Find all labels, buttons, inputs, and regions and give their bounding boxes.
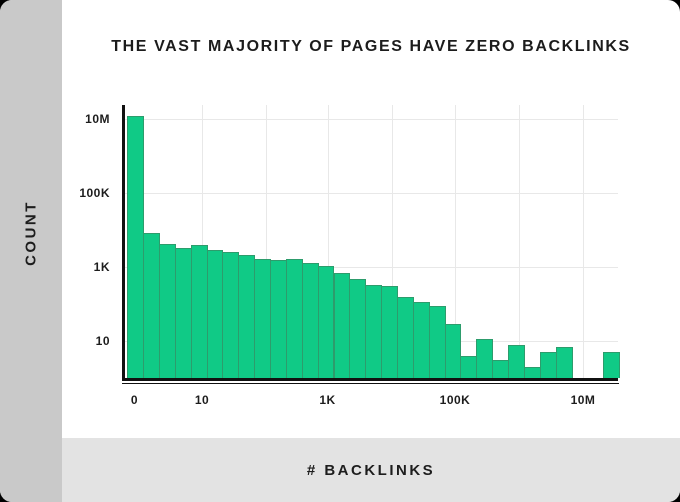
horizontal-gridline <box>122 267 618 268</box>
bar <box>444 323 462 378</box>
bar <box>555 346 573 378</box>
bar <box>381 286 398 378</box>
bar <box>603 352 621 378</box>
bar <box>539 352 557 378</box>
bar <box>333 272 351 378</box>
x-tick-label: 10M <box>570 393 596 407</box>
bar <box>396 296 414 378</box>
vertical-gridline <box>391 105 393 378</box>
bar <box>317 266 335 378</box>
x-tick-label: 10 <box>194 393 210 407</box>
bar <box>476 339 494 378</box>
vertical-gridline <box>583 105 584 378</box>
y-axis-title-band: COUNT <box>0 0 62 502</box>
x-axis-title: # BACKLINKS <box>306 461 436 479</box>
x-tick-label: 1K <box>319 393 336 407</box>
y-tick-label: 100K <box>79 186 110 200</box>
bar <box>174 247 192 378</box>
bar <box>412 301 430 378</box>
bar <box>492 360 510 378</box>
bar <box>238 255 256 378</box>
horizontal-gridline <box>122 193 618 194</box>
bar <box>143 232 160 378</box>
vertical-gridline <box>202 105 203 378</box>
bar <box>206 249 224 378</box>
bar <box>285 258 303 378</box>
bar <box>365 285 383 378</box>
bar <box>428 306 446 378</box>
x-axis-line <box>122 378 618 381</box>
vertical-gridline <box>519 105 520 378</box>
y-tick-label: 10 <box>95 334 110 348</box>
bar <box>460 355 478 378</box>
vertical-gridline <box>265 105 267 378</box>
bar <box>349 278 367 378</box>
chart-title: THE VAST MAJORITY OF PAGES HAVE ZERO BAC… <box>111 38 631 55</box>
x-axis-underline <box>122 383 619 384</box>
bar <box>190 245 208 378</box>
bar <box>301 263 319 378</box>
x-axis-title-band: # BACKLINKS <box>62 438 680 502</box>
plot-area <box>122 105 621 381</box>
y-axis-line <box>122 105 125 381</box>
horizontal-gridline <box>122 119 618 120</box>
y-tick-label: 1K <box>93 260 110 274</box>
x-tick-label: 100K <box>439 393 471 407</box>
y-tick-label: 10M <box>85 112 110 126</box>
bar <box>508 344 525 378</box>
vertical-gridline <box>327 105 329 378</box>
bar <box>254 258 272 378</box>
bar <box>222 252 240 378</box>
y-axis-title: COUNT <box>22 200 40 266</box>
bar <box>127 116 145 378</box>
vertical-gridline <box>455 105 456 378</box>
x-tick-label: 0 <box>130 393 139 407</box>
bar <box>158 243 176 378</box>
bar <box>270 260 287 378</box>
bar <box>523 366 541 378</box>
